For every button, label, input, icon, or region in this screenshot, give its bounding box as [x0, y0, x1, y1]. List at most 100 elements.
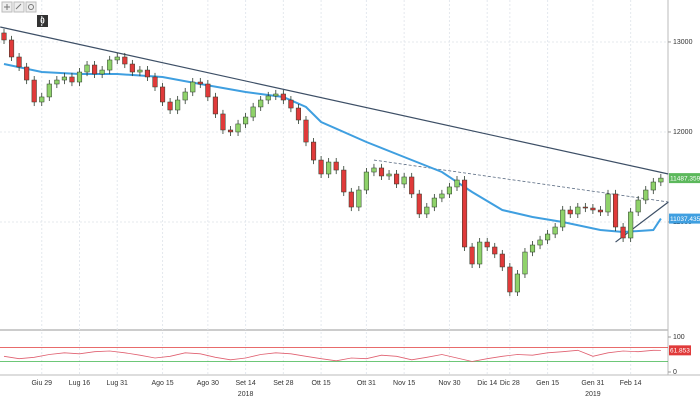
- candle-body: [462, 179, 468, 248]
- candle-body: [258, 99, 264, 108]
- candle-body: [326, 161, 332, 175]
- draw-icon: [15, 3, 22, 10]
- candle-body: [212, 96, 218, 115]
- candle-body: [182, 91, 188, 101]
- x-tick-label: Set 28: [273, 380, 293, 387]
- candle-body: [597, 209, 604, 213]
- candle-body: [416, 193, 422, 215]
- candle-body: [378, 167, 385, 177]
- x-tick-label: Nov 30: [438, 380, 460, 387]
- y-tick-label: 12000: [673, 129, 693, 136]
- rsi-label-box: [669, 345, 691, 356]
- candle-body: [205, 83, 211, 98]
- ma-label: 11037.4355: [670, 216, 700, 223]
- candle-body: [635, 199, 641, 213]
- candle-body: [9, 39, 15, 58]
- candle-body: [529, 244, 536, 253]
- candle-body: [114, 56, 120, 61]
- rsi-line: [3, 349, 661, 362]
- trendline: [373, 159, 669, 203]
- x-tick-label: Feb 14: [620, 380, 642, 387]
- x-tick-label: Giu 29: [31, 380, 52, 387]
- candle-body: [620, 226, 626, 239]
- candle-body: [303, 119, 309, 143]
- rsi-tick-label: 100: [673, 334, 685, 341]
- x-tick-label: Lug 31: [107, 380, 129, 387]
- candle-body: [273, 93, 279, 97]
- candle-body: [99, 69, 105, 75]
- x-tick-label: Ago 30: [197, 380, 219, 387]
- candle-body: [61, 76, 67, 81]
- candle-body: [197, 81, 203, 85]
- x-tick-label: Nov 15: [393, 380, 415, 387]
- x-tick-label: Dic 28: [500, 380, 520, 387]
- candle-body: [650, 181, 656, 191]
- year-label: 2019: [585, 391, 601, 398]
- candle-body: [39, 96, 45, 103]
- settings-button[interactable]: [25, 1, 37, 13]
- candle-body: [16, 56, 22, 68]
- candle-body: [84, 64, 90, 73]
- candle-body: [250, 106, 256, 118]
- candle-body: [499, 253, 505, 268]
- x-tick-label: Ott 31: [357, 380, 376, 387]
- x-tick-label: Ott 15: [312, 380, 331, 387]
- candle-body: [235, 123, 241, 133]
- candle-body: [129, 63, 135, 73]
- candle-body: [469, 246, 475, 265]
- candle-body: [522, 251, 528, 275]
- badge[interactable]: [37, 15, 48, 27]
- candle-body: [227, 129, 234, 133]
- trendline: [0, 26, 669, 175]
- candle-body: [560, 209, 566, 228]
- candle-body: [152, 76, 158, 88]
- candle-body: [333, 161, 339, 171]
- candle-body: [484, 241, 490, 248]
- candle-body: [54, 79, 60, 85]
- year-label: 2018: [238, 391, 254, 398]
- x-tick-label: Ago 15: [151, 380, 173, 387]
- candle-body: [348, 191, 354, 208]
- candle-body: [567, 209, 573, 215]
- badge-text: 0: [40, 17, 45, 26]
- candle-body: [137, 69, 143, 73]
- candle-body: [265, 95, 271, 101]
- candle-body: [76, 71, 83, 83]
- candle-body: [394, 173, 400, 185]
- candle-body: [1, 32, 7, 41]
- candle-body: [446, 186, 452, 195]
- candle-body: [122, 56, 128, 65]
- candle-body: [190, 81, 196, 93]
- candle-body: [658, 177, 664, 183]
- candle-body: [280, 93, 286, 101]
- candle-body: [545, 233, 551, 241]
- ma-label-box: [669, 213, 700, 224]
- candle-body: [220, 113, 226, 131]
- settings-icon: [28, 4, 34, 10]
- candle-body: [371, 167, 377, 173]
- candle-body: [363, 171, 369, 191]
- candle-body: [582, 206, 588, 209]
- zoom-icon: [4, 4, 10, 10]
- candle-body: [575, 206, 581, 215]
- candle-body: [31, 79, 37, 103]
- rsi-label: 61.853: [670, 348, 690, 355]
- candle-body: [492, 246, 498, 255]
- draw-button[interactable]: [13, 1, 25, 13]
- candle-body: [507, 266, 513, 293]
- toolbar: 0: [1, 1, 48, 27]
- candle-body: [243, 116, 249, 125]
- candle-body: [386, 173, 392, 177]
- candle-body: [288, 99, 294, 109]
- candle-body: [107, 59, 113, 71]
- candle-body: [311, 141, 317, 161]
- x-tick-label: Lug 16: [69, 380, 91, 387]
- candle-body: [175, 99, 181, 111]
- candle-body: [160, 86, 166, 103]
- last-price-label-box: [669, 173, 700, 184]
- rsi-tick-label: 0: [673, 369, 677, 376]
- candle-body: [69, 76, 75, 83]
- candle-body: [424, 206, 430, 215]
